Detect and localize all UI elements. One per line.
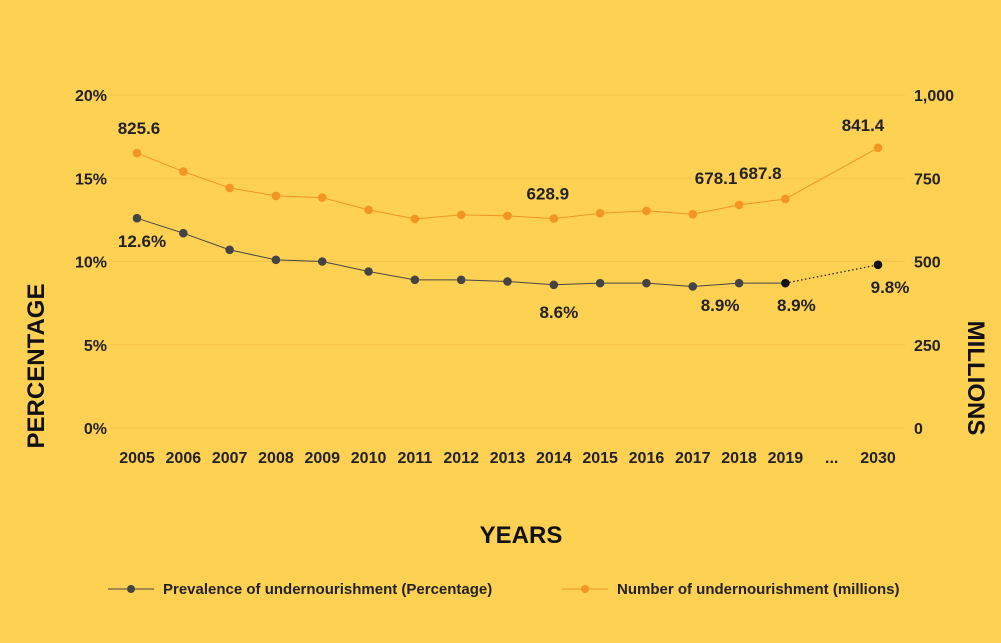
- x-tick-label: 2009: [304, 450, 340, 467]
- data-point: [549, 280, 559, 290]
- x-tick-label: 2030: [860, 450, 896, 467]
- data-point: [873, 143, 883, 153]
- left-tick-label: 15%: [75, 171, 107, 188]
- data-point: [503, 277, 512, 286]
- data-label: 8.6%: [539, 303, 578, 322]
- data-point: [873, 260, 883, 270]
- x-tick-label: 2013: [490, 450, 526, 467]
- data-label: 8.9%: [777, 296, 816, 315]
- data-label: 825.6: [118, 119, 161, 138]
- data-point: [688, 282, 698, 291]
- data-point: [688, 209, 698, 219]
- data-point: [642, 206, 651, 216]
- data-point: [364, 205, 373, 215]
- left-tick-label: 20%: [75, 88, 107, 105]
- series-layer: [132, 143, 883, 291]
- data-point: [456, 275, 466, 285]
- data-point: [364, 267, 373, 276]
- x-tick-label: 2008: [258, 450, 294, 467]
- data-point: [734, 200, 744, 210]
- x-tick-label: 2014: [536, 450, 572, 467]
- data-point: [225, 183, 234, 193]
- data-point: [410, 214, 420, 224]
- data-label: 841.4: [842, 116, 885, 135]
- data-label: 628.9: [527, 185, 570, 204]
- right-tick-label: 0: [914, 421, 923, 438]
- x-axis-title: YEARS: [480, 522, 563, 549]
- x-tick-label: 2005: [119, 450, 155, 467]
- series-line: [136, 152, 786, 220]
- left-axis-ticks: 0% 5% 10% 15% 20%: [75, 88, 107, 438]
- data-point: [642, 278, 651, 288]
- legend-label-number: Number of undernourishment (millions): [617, 581, 900, 598]
- legend-marker-number: [581, 585, 589, 593]
- data-point: [595, 208, 605, 218]
- data-point: [225, 245, 234, 255]
- legend-item-number: Number of undernourishment (millions): [562, 581, 900, 598]
- data-point: [734, 278, 744, 288]
- legend-label-prevalence: Prevalence of undernourishment (Percenta…: [163, 581, 492, 598]
- series-projection-line: [785, 147, 879, 200]
- right-tick-label: 500: [914, 255, 941, 272]
- data-point: [132, 213, 142, 223]
- data-point: [132, 148, 142, 158]
- data-point: [781, 194, 790, 204]
- legend: Prevalence of undernourishment (Percenta…: [108, 581, 900, 598]
- data-point: [179, 228, 188, 238]
- x-tick-label: ...: [825, 450, 838, 467]
- x-axis-ticks: 2005 2006 2007 2008 2009 2010 2011 2012 2013 2014…: [119, 450, 896, 467]
- data-label: 8.9%: [701, 296, 740, 315]
- x-tick-label: 2010: [351, 450, 387, 467]
- x-tick-label: 2011: [398, 450, 433, 467]
- x-tick-label: 2006: [166, 450, 202, 467]
- right-axis-ticks: 0 250 500 750 1,000: [914, 88, 954, 438]
- x-tick-label: 2007: [212, 450, 248, 467]
- x-tick-label: 2019: [768, 450, 804, 467]
- data-point: [503, 211, 512, 221]
- series-projection-line: [785, 264, 879, 284]
- right-tick-label: 1,000: [914, 88, 954, 105]
- data-point: [271, 255, 281, 265]
- left-tick-label: 5%: [84, 338, 107, 355]
- data-label: 678.1: [695, 169, 738, 188]
- gridlines: [110, 94, 905, 429]
- data-point: [317, 193, 327, 202]
- right-tick-label: 750: [914, 171, 941, 188]
- x-tick-label: 2015: [582, 450, 618, 467]
- data-label: 687.8: [739, 164, 782, 183]
- legend-item-prevalence: Prevalence of undernourishment (Percenta…: [108, 581, 492, 598]
- data-point: [595, 278, 605, 288]
- x-tick-label: 2017: [675, 450, 711, 467]
- data-point: [410, 275, 420, 285]
- data-point: [781, 278, 790, 288]
- legend-marker-prevalence: [127, 585, 135, 593]
- data-point: [549, 214, 559, 223]
- left-tick-label: 0%: [84, 421, 107, 438]
- data-label: 12.6%: [118, 232, 166, 251]
- data-labels: 12.6% 8.6% 8.9% 8.9% 9.8% 825.6 628.9 678.1 687.…: [118, 116, 910, 322]
- x-tick-label: 2016: [629, 450, 665, 467]
- right-tick-label: 250: [914, 338, 941, 355]
- data-point: [271, 191, 281, 201]
- right-axis-title: MILLIONS: [962, 321, 989, 436]
- left-axis-title: PERCENTAGE: [23, 284, 50, 449]
- x-tick-label: 2012: [443, 450, 479, 467]
- left-tick-label: 10%: [75, 255, 107, 272]
- data-point: [456, 210, 466, 220]
- data-point: [179, 167, 188, 176]
- x-tick-label: 2018: [721, 450, 757, 467]
- data-label: 9.8%: [871, 278, 910, 297]
- data-point: [317, 257, 327, 266]
